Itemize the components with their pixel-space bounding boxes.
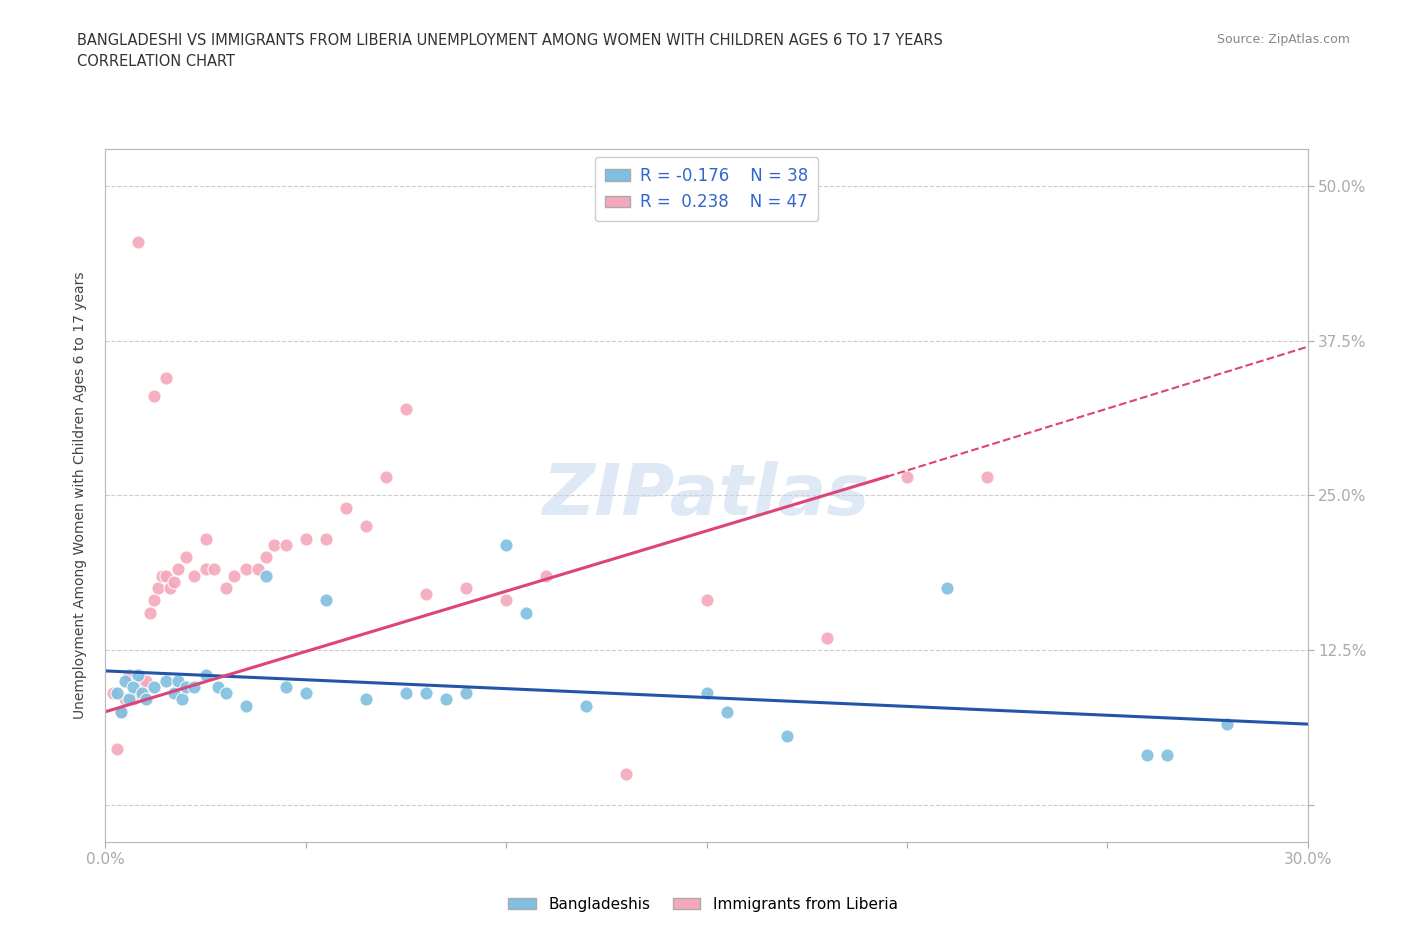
Y-axis label: Unemployment Among Women with Children Ages 6 to 17 years: Unemployment Among Women with Children A…: [73, 272, 87, 719]
Point: [274, 680, 297, 695]
Point: [896, 470, 918, 485]
Text: Source: ZipAtlas.com: Source: ZipAtlas.com: [1216, 33, 1350, 46]
Point: [495, 538, 517, 552]
Point: [395, 685, 418, 700]
Point: [515, 605, 537, 620]
Point: [246, 562, 269, 577]
Point: [103, 685, 125, 700]
Point: [142, 593, 165, 608]
Point: [127, 234, 149, 249]
Point: [1216, 717, 1239, 732]
Point: [183, 568, 205, 583]
Point: [415, 587, 437, 602]
Point: [495, 593, 517, 608]
Point: [127, 685, 149, 700]
Point: [395, 401, 418, 416]
Point: [214, 580, 236, 595]
Point: [150, 568, 173, 583]
Point: [174, 550, 197, 565]
Point: [110, 704, 132, 719]
Point: [776, 729, 799, 744]
Point: [616, 766, 638, 781]
Point: [131, 685, 153, 700]
Point: [202, 562, 225, 577]
Point: [263, 538, 285, 552]
Point: [110, 704, 132, 719]
Point: [295, 685, 318, 700]
Point: [155, 370, 177, 385]
Point: [315, 593, 337, 608]
Point: [135, 673, 157, 688]
Point: [315, 531, 337, 546]
Point: [159, 580, 181, 595]
Point: [194, 562, 217, 577]
Legend: R = -0.176    N = 38, R =  0.238    N = 47: R = -0.176 N = 38, R = 0.238 N = 47: [595, 157, 818, 221]
Point: [166, 562, 188, 577]
Point: [696, 593, 718, 608]
Point: [354, 519, 377, 534]
Point: [716, 704, 738, 719]
Point: [575, 698, 598, 713]
Point: [142, 680, 165, 695]
Point: [194, 531, 217, 546]
Point: [214, 685, 236, 700]
Point: [222, 568, 245, 583]
Point: [207, 680, 229, 695]
Point: [162, 685, 184, 700]
Text: ZIPatlas: ZIPatlas: [543, 460, 870, 530]
Point: [235, 698, 257, 713]
Point: [254, 568, 277, 583]
Point: [1156, 748, 1178, 763]
Point: [295, 531, 318, 546]
Point: [183, 680, 205, 695]
Legend: Bangladeshis, Immigrants from Liberia: Bangladeshis, Immigrants from Liberia: [502, 891, 904, 918]
Point: [194, 667, 217, 682]
Point: [138, 605, 160, 620]
Text: CORRELATION CHART: CORRELATION CHART: [77, 54, 235, 69]
Point: [155, 673, 177, 688]
Point: [335, 500, 357, 515]
Point: [135, 692, 157, 707]
Point: [131, 673, 153, 688]
Point: [174, 680, 197, 695]
Point: [107, 741, 129, 756]
Point: [118, 692, 141, 707]
Point: [534, 568, 557, 583]
Point: [114, 692, 136, 707]
Point: [142, 389, 165, 404]
Point: [235, 562, 257, 577]
Point: [127, 667, 149, 682]
Point: [118, 667, 141, 682]
Point: [122, 692, 145, 707]
Point: [162, 575, 184, 590]
Point: [166, 673, 188, 688]
Point: [354, 692, 377, 707]
Point: [415, 685, 437, 700]
Point: [936, 580, 959, 595]
Point: [170, 692, 193, 707]
Point: [1136, 748, 1159, 763]
Point: [454, 580, 477, 595]
Point: [122, 680, 145, 695]
Point: [114, 673, 136, 688]
Point: [976, 470, 998, 485]
Point: [107, 685, 129, 700]
Point: [254, 550, 277, 565]
Point: [815, 630, 838, 644]
Point: [374, 470, 398, 485]
Point: [155, 568, 177, 583]
Text: BANGLADESHI VS IMMIGRANTS FROM LIBERIA UNEMPLOYMENT AMONG WOMEN WITH CHILDREN AG: BANGLADESHI VS IMMIGRANTS FROM LIBERIA U…: [77, 33, 943, 47]
Point: [434, 692, 457, 707]
Point: [696, 685, 718, 700]
Point: [454, 685, 477, 700]
Point: [274, 538, 297, 552]
Point: [146, 580, 169, 595]
